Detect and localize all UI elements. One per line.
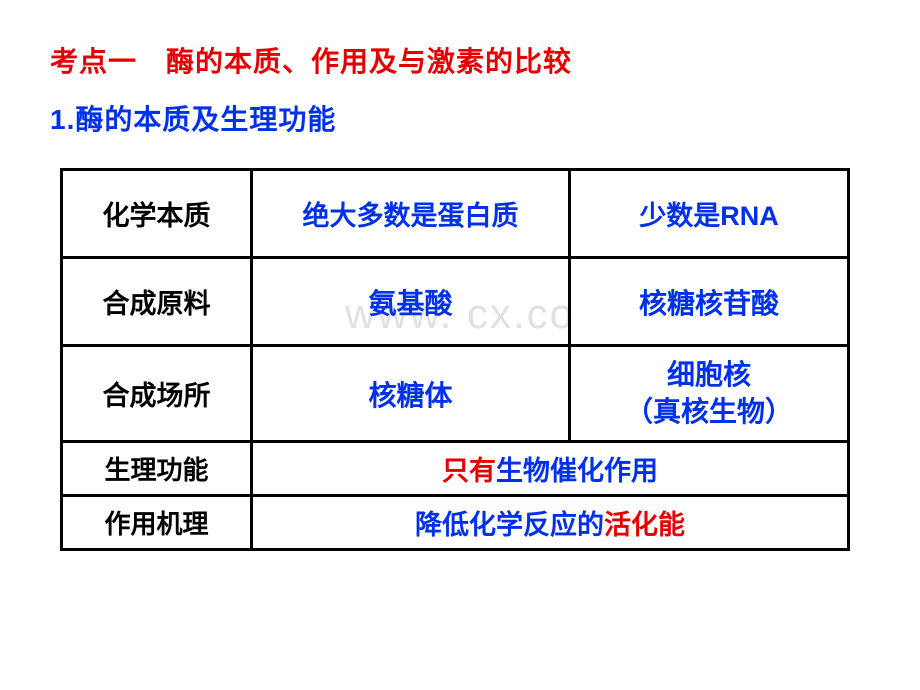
row1-label: 化学本质 [62, 170, 252, 258]
row3-col3-line1: 细胞核 [667, 359, 751, 390]
row3-col3: 细胞核 （真核生物） [569, 346, 848, 442]
row5-red: 活化能 [604, 510, 685, 540]
row2-label: 合成原料 [62, 258, 252, 346]
row4-red: 只有 [442, 456, 496, 486]
row2-col2: 氨基酸 [252, 258, 570, 346]
topic-heading: 考点一 酶的本质、作用及与激素的比较 [50, 40, 870, 80]
comparison-table: 化学本质 绝大多数是蛋白质 少数是RNA 合成原料 氨基酸 核糖核苷酸 合成场所… [60, 168, 850, 551]
row4-label: 生理功能 [62, 442, 252, 496]
row5-label: 作用机理 [62, 496, 252, 550]
row1-col3: 少数是RNA [569, 170, 848, 258]
row3-col2: 核糖体 [252, 346, 570, 442]
row3-col3-line2: （真核生物） [625, 396, 793, 427]
row4-merged: 只有生物催化作用 [252, 442, 849, 496]
row2-col3: 核糖核苷酸 [569, 258, 848, 346]
row1-col2: 绝大多数是蛋白质 [252, 170, 570, 258]
row5-merged: 降低化学反应的活化能 [252, 496, 849, 550]
row5-pre: 降低化学反应的 [415, 510, 604, 540]
section-heading: 1.酶的本质及生理功能 [50, 98, 870, 138]
row4-rest: 生物催化作用 [496, 456, 658, 486]
row3-label: 合成场所 [62, 346, 252, 442]
